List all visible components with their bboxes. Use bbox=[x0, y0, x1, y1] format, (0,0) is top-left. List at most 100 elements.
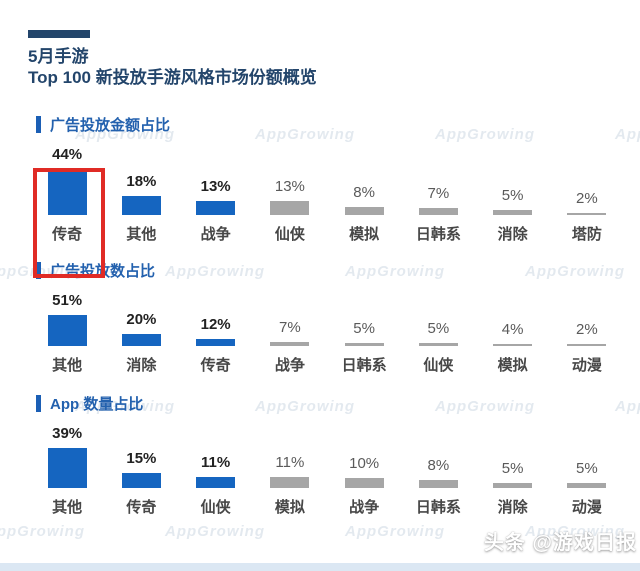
bar-group-动漫: 5% 动漫 bbox=[550, 459, 624, 519]
bar bbox=[567, 213, 607, 215]
bar-value-label: 10% bbox=[349, 455, 380, 472]
bar-value-label: 5% bbox=[576, 460, 598, 477]
category-label: 日韩系 bbox=[415, 226, 461, 243]
bar bbox=[121, 196, 161, 215]
category-label: 战争 bbox=[349, 499, 380, 516]
category-label: 模拟 bbox=[497, 357, 528, 374]
bar bbox=[121, 334, 161, 346]
category-label: 其他 bbox=[52, 357, 83, 374]
bar-group-消除: 5% 消除 bbox=[476, 459, 550, 519]
bar-group-模拟: 11% 模拟 bbox=[253, 453, 327, 519]
section-header: App 数量占比 bbox=[36, 393, 640, 414]
bar-value-label: 13% bbox=[274, 178, 305, 195]
bar-value-label: 12% bbox=[200, 316, 231, 333]
bar bbox=[418, 480, 458, 488]
bar bbox=[196, 339, 236, 346]
category-label: 塔防 bbox=[571, 226, 602, 243]
category-label: 消除 bbox=[497, 226, 528, 243]
bar-value-label: 7% bbox=[427, 185, 450, 202]
category-label: 战争 bbox=[200, 226, 231, 243]
bar-group-模拟: 8% 模拟 bbox=[327, 183, 401, 246]
appgrowing-watermark: AppGrowing bbox=[0, 523, 85, 540]
category-label: 消除 bbox=[126, 357, 157, 374]
category-label: 仙侠 bbox=[274, 226, 305, 243]
bar bbox=[196, 477, 236, 488]
title-accent-rule bbox=[28, 30, 90, 38]
bar-group-传奇: 12% 传奇 bbox=[179, 315, 253, 377]
section-marker-bar bbox=[36, 116, 41, 133]
bar-group-其他: 39% 其他 bbox=[30, 424, 104, 519]
section-title: 广告投放金额占比 bbox=[50, 117, 171, 134]
bar-group-消除: 5% 消除 bbox=[476, 186, 550, 246]
bar bbox=[47, 169, 87, 215]
section-title: App 数量占比 bbox=[50, 396, 144, 413]
bar-value-label: 51% bbox=[52, 292, 83, 309]
section-ad-spend-share: 广告投放金额占比 44% 传奇 18% 其他 13% 战争 13% 仙侠 8% 模拟 7% 日韩系 5%… bbox=[0, 114, 640, 246]
category-label: 日韩系 bbox=[415, 499, 461, 516]
bar-chart-ad-count: 51% 其他 20% 消除 12% 传奇 7% 战争 5% 日韩系 5% 仙侠 4% 模拟 2% 动漫 bbox=[0, 281, 640, 377]
bar-value-label: 5% bbox=[501, 460, 524, 477]
bar bbox=[270, 201, 310, 215]
bar-group-其他: 51% 其他 bbox=[30, 291, 104, 377]
bar-value-label: 8% bbox=[427, 457, 450, 474]
category-label: 仙侠 bbox=[200, 499, 231, 516]
highlight-box-chuanqi bbox=[33, 168, 105, 278]
category-label: 日韩系 bbox=[341, 357, 387, 374]
bar bbox=[567, 344, 607, 346]
infographic-page: { "title": { "line1": "5月手游", "line2": "… bbox=[0, 30, 640, 571]
bar bbox=[418, 343, 458, 346]
bar-group-消除: 20% 消除 bbox=[104, 310, 178, 377]
category-label: 动漫 bbox=[571, 357, 602, 374]
bar-group-日韩系: 8% 日韩系 bbox=[401, 456, 475, 519]
bar-value-label: 5% bbox=[501, 187, 524, 204]
bar-group-战争: 13% 战争 bbox=[179, 177, 253, 246]
bar bbox=[196, 201, 236, 215]
bar-group-传奇: 15% 传奇 bbox=[104, 449, 178, 519]
section-marker-bar bbox=[36, 262, 41, 279]
bar bbox=[270, 477, 310, 488]
bar-value-label: 15% bbox=[126, 450, 157, 467]
section-app-count-share: App 数量占比 39% 其他 15% 传奇 11% 仙侠 11% 模拟 10% 战争 8% 日韩系 5… bbox=[0, 393, 640, 519]
section-header: 广告投放数占比 bbox=[36, 260, 640, 281]
bar-value-label: 20% bbox=[126, 311, 157, 328]
bar bbox=[47, 315, 87, 346]
category-label: 传奇 bbox=[200, 357, 231, 374]
category-label: 其他 bbox=[126, 226, 157, 243]
bar bbox=[270, 342, 310, 346]
page-title-line2: Top 100 新投放手游风格市场份额概览 bbox=[28, 68, 317, 87]
bar bbox=[344, 478, 384, 488]
bar bbox=[344, 207, 384, 215]
category-label: 战争 bbox=[274, 357, 305, 374]
bar-group-日韩系: 5% 日韩系 bbox=[327, 319, 401, 377]
bar-value-label: 5% bbox=[353, 320, 375, 337]
bar-value-label: 4% bbox=[501, 321, 524, 338]
section-marker-bar bbox=[36, 395, 41, 412]
bar bbox=[567, 483, 607, 488]
bar-group-塔防: 2% 塔防 bbox=[550, 189, 624, 246]
category-label: 传奇 bbox=[52, 226, 83, 243]
appgrowing-watermark: AppGrowing bbox=[165, 523, 265, 540]
bottom-strip bbox=[0, 563, 640, 571]
bar-group-日韩系: 7% 日韩系 bbox=[401, 184, 475, 246]
category-label: 消除 bbox=[497, 499, 528, 516]
category-label: 动漫 bbox=[571, 499, 602, 516]
bar bbox=[344, 343, 384, 346]
bar-group-战争: 7% 战争 bbox=[253, 318, 327, 377]
bar-group-战争: 10% 战争 bbox=[327, 454, 401, 519]
bar-value-label: 11% bbox=[275, 454, 305, 471]
bar-chart-app-count: 39% 其他 15% 传奇 11% 仙侠 11% 模拟 10% 战争 8% 日韩系 5% 消除 5% 动漫 bbox=[0, 414, 640, 519]
bar-group-仙侠: 13% 仙侠 bbox=[253, 177, 327, 246]
section-ad-count-share: 广告投放数占比 51% 其他 20% 消除 12% 传奇 7% 战争 5% 日韩系 5% 仙侠 4% 模拟… bbox=[0, 260, 640, 377]
bar-group-仙侠: 5% 仙侠 bbox=[401, 319, 475, 377]
bar bbox=[493, 483, 533, 488]
bar bbox=[47, 448, 87, 488]
bar-value-label: 8% bbox=[353, 184, 375, 201]
bar-value-label: 39% bbox=[52, 425, 83, 442]
bar-value-label: 5% bbox=[427, 320, 450, 337]
category-label: 其他 bbox=[52, 499, 83, 516]
category-label: 模拟 bbox=[349, 226, 380, 243]
bar-chart-ad-spend: 44% 传奇 18% 其他 13% 战争 13% 仙侠 8% 模拟 7% 日韩系 5% 消除 2% 塔防 bbox=[0, 135, 640, 246]
bar-value-label: 2% bbox=[576, 190, 598, 207]
section-header: 广告投放金额占比 bbox=[36, 114, 640, 135]
bar bbox=[493, 344, 533, 346]
